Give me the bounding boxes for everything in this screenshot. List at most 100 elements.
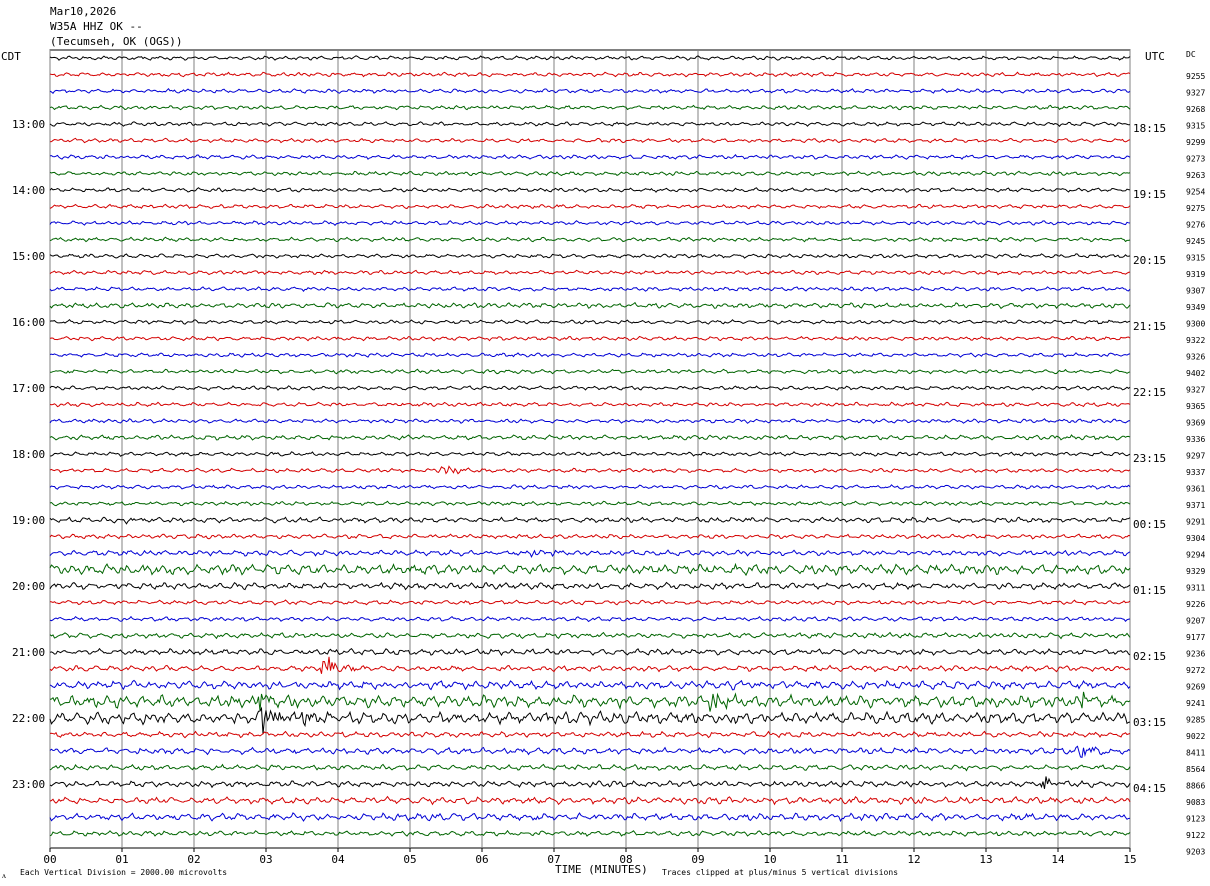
x-tick-label: 08 xyxy=(619,853,632,866)
dc-offset-label: 9245 xyxy=(1186,237,1205,246)
header-location: (Tecumseh, OK (OGS)) xyxy=(50,35,183,48)
seismic-trace xyxy=(49,745,1131,758)
x-tick-label: 04 xyxy=(331,853,345,866)
seismic-trace xyxy=(49,121,1131,127)
dc-offset-label: 9365 xyxy=(1186,402,1205,411)
dc-offset-label: 9371 xyxy=(1186,501,1205,510)
left-timezone-label: CDT xyxy=(1,50,21,63)
dc-offset-label: 9236 xyxy=(1186,650,1205,659)
seismic-trace xyxy=(49,776,1131,789)
x-tick-label: 05 xyxy=(403,853,416,866)
dc-offset-label: 9177 xyxy=(1186,633,1205,642)
dc-offset-label: 9300 xyxy=(1186,320,1205,329)
seismic-trace xyxy=(49,335,1131,342)
dc-offset-label: 9083 xyxy=(1186,798,1205,807)
right-hour-label: 18:15 xyxy=(1133,122,1166,135)
dc-offset-label: 9326 xyxy=(1186,353,1205,362)
header-date: Mar10,2026 xyxy=(50,5,117,18)
dc-offset-label: 9207 xyxy=(1186,617,1205,626)
left-hour-label: 14:00 xyxy=(12,184,45,197)
x-tick-label: 00 xyxy=(43,853,56,866)
seismic-trace xyxy=(49,812,1131,823)
seismic-trace xyxy=(49,763,1131,772)
x-tick-label: 12 xyxy=(907,853,920,866)
dc-offset-label: 9276 xyxy=(1186,221,1205,230)
right-hour-label: 21:15 xyxy=(1133,320,1166,333)
seismic-trace xyxy=(49,434,1131,441)
seismic-trace xyxy=(49,599,1131,606)
x-tick-label: 03 xyxy=(259,853,272,866)
dc-offset-label: 9294 xyxy=(1186,551,1205,560)
seismic-trace xyxy=(49,88,1131,94)
dc-offset-label: 9123 xyxy=(1186,815,1205,824)
dc-offset-label: 9337 xyxy=(1186,468,1205,477)
dc-offset-label: 9291 xyxy=(1186,518,1205,527)
seismic-trace xyxy=(49,319,1131,325)
right-hour-label: 23:15 xyxy=(1133,452,1166,465)
dc-offset-label: 9307 xyxy=(1186,287,1205,296)
seismic-trace xyxy=(49,301,1131,310)
left-hour-label: 20:00 xyxy=(12,580,45,593)
seismic-trace xyxy=(49,730,1131,739)
x-tick-label: 15 xyxy=(1123,853,1136,866)
right-timezone-label: UTC xyxy=(1145,50,1165,63)
corner-mark: ᴧ xyxy=(2,871,6,880)
x-tick-label: 07 xyxy=(547,853,560,866)
dc-offset-label: 9254 xyxy=(1186,188,1205,197)
seismic-trace xyxy=(49,829,1131,837)
left-hour-label: 23:00 xyxy=(12,778,45,791)
clip-note: Traces clipped at plus/minus 5 vertical … xyxy=(662,868,899,877)
dc-offset-label: 8564 xyxy=(1186,765,1205,774)
seismic-trace xyxy=(49,562,1131,577)
dc-offset-label: 9255 xyxy=(1186,72,1205,81)
right-hour-label: 02:15 xyxy=(1133,650,1166,663)
dc-offset-label: 9022 xyxy=(1186,732,1205,741)
dc-offset-label: 9402 xyxy=(1186,369,1205,378)
dc-offset-label: 9285 xyxy=(1186,716,1205,725)
x-tick-label: 14 xyxy=(1051,853,1065,866)
dc-offset-label: 9203 xyxy=(1186,848,1205,857)
dc-offset-label: 9327 xyxy=(1186,89,1205,98)
left-hour-label: 17:00 xyxy=(12,382,45,395)
seismic-trace xyxy=(49,104,1131,111)
dc-offset-label: 9327 xyxy=(1186,386,1205,395)
seismic-trace xyxy=(49,418,1131,424)
seismic-trace xyxy=(49,631,1131,640)
x-tick-label: 06 xyxy=(475,853,488,866)
dc-offset-label: 9273 xyxy=(1186,155,1205,164)
dc-offset-label: 9336 xyxy=(1186,435,1205,444)
dc-offset-label: 9361 xyxy=(1186,485,1205,494)
dc-offset-label: 9226 xyxy=(1186,600,1205,609)
x-tick-label: 11 xyxy=(835,853,848,866)
seismic-trace xyxy=(49,170,1131,177)
seismic-trace xyxy=(49,533,1131,540)
dc-offset-label: 9297 xyxy=(1186,452,1205,461)
x-tick-label: 01 xyxy=(115,853,128,866)
seismic-trace xyxy=(49,154,1131,160)
dc-offset-label: 9275 xyxy=(1186,204,1205,213)
left-hour-label: 21:00 xyxy=(12,646,45,659)
seismic-trace xyxy=(49,137,1131,144)
dc-offset-label: 9272 xyxy=(1186,666,1205,675)
seismic-trace xyxy=(49,71,1131,78)
seismic-trace xyxy=(49,516,1131,525)
seismic-trace xyxy=(50,368,1131,375)
seismic-trace xyxy=(49,484,1131,490)
seismic-trace xyxy=(49,451,1131,457)
vertical-scale-note: Each Vertical Division = 2000.00 microvo… xyxy=(20,868,228,877)
seismic-trace xyxy=(49,236,1131,243)
seismic-trace xyxy=(49,500,1131,507)
left-hour-label: 22:00 xyxy=(12,712,45,725)
dc-offset-label: 9299 xyxy=(1186,138,1205,147)
left-hour-label: 19:00 xyxy=(12,514,45,527)
x-tick-label: 02 xyxy=(187,853,200,866)
seismic-trace xyxy=(49,465,1131,475)
right-hour-label: 22:15 xyxy=(1133,386,1166,399)
right-hour-label: 19:15 xyxy=(1133,188,1166,201)
seismic-trace xyxy=(49,691,1131,712)
x-tick-label: 10 xyxy=(763,853,776,866)
seismic-trace xyxy=(49,385,1131,391)
seismic-trace xyxy=(49,187,1131,193)
plot-frame xyxy=(49,49,1131,849)
seismic-trace xyxy=(49,549,1131,558)
